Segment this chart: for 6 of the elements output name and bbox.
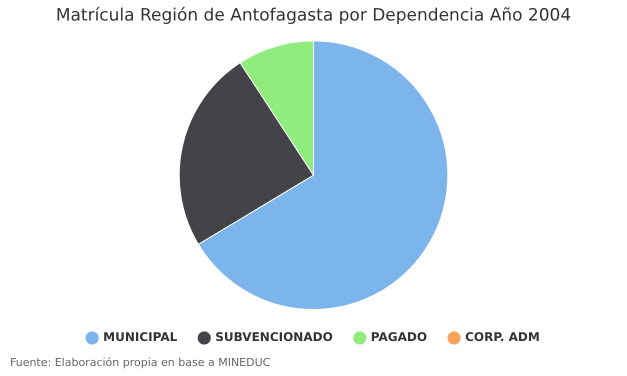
- chart-title: Matrícula Región de Antofagasta por Dependencia Año 2004: [56, 6, 572, 26]
- legend-label: PAGADO: [370, 330, 428, 344]
- legend-label: CORP. ADM: [465, 330, 540, 344]
- legend-label: SUBVENCIONADO: [215, 330, 333, 344]
- legend-label: MUNICIPAL: [103, 330, 178, 344]
- source-note: Fuente: Elaboración propia en base a MINEDUC: [10, 356, 270, 369]
